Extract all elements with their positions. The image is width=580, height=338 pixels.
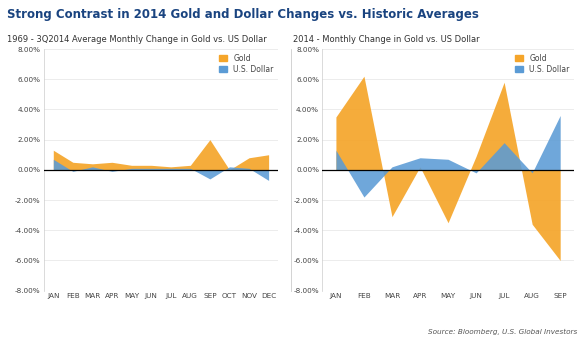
- Text: 2014 - Monthly Change in Gold vs. US Dollar: 2014 - Monthly Change in Gold vs. US Dol…: [293, 35, 480, 45]
- Text: Strong Contrast in 2014 Gold and Dollar Changes vs. Historic Averages: Strong Contrast in 2014 Gold and Dollar …: [7, 8, 479, 21]
- Legend: Gold, U.S. Dollar: Gold, U.S. Dollar: [216, 51, 277, 77]
- Text: Source: Bloomberg, U.S. Global Investors: Source: Bloomberg, U.S. Global Investors: [428, 329, 577, 335]
- Text: 1969 - 3Q2014 Average Monthly Change in Gold vs. US Dollar: 1969 - 3Q2014 Average Monthly Change in …: [7, 35, 267, 45]
- Legend: Gold, U.S. Dollar: Gold, U.S. Dollar: [512, 51, 572, 77]
